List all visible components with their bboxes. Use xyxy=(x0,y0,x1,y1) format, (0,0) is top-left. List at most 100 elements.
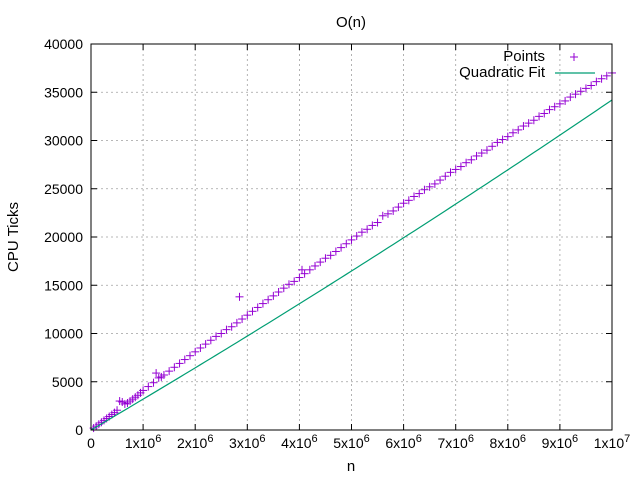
data-point xyxy=(363,225,372,234)
data-point xyxy=(524,119,533,128)
data-point xyxy=(451,165,460,174)
data-point xyxy=(550,102,559,111)
data-point xyxy=(540,109,549,118)
data-point xyxy=(482,146,491,155)
data-point xyxy=(243,311,252,320)
x-tick-label: 6x106 xyxy=(385,433,421,451)
data-point xyxy=(196,343,205,352)
data-point xyxy=(581,84,590,93)
data-point xyxy=(300,269,309,278)
data-point xyxy=(587,81,596,90)
data-point xyxy=(316,258,325,267)
data-point xyxy=(503,132,512,141)
data-point xyxy=(279,284,288,293)
data-point xyxy=(232,318,241,327)
data-point xyxy=(264,295,273,304)
data-point xyxy=(378,211,387,220)
data-point xyxy=(212,332,221,341)
legend-label-quadratic-fit: Quadratic Fit xyxy=(459,64,546,81)
data-point xyxy=(410,192,419,201)
data-point xyxy=(394,203,403,212)
y-tick-labels: 0 5000 10000 15000 20000 25000 30000 35000 40000 xyxy=(44,36,83,438)
data-point xyxy=(331,247,340,256)
x-tick-label: 0 xyxy=(87,435,95,451)
data-point xyxy=(472,151,481,160)
data-point xyxy=(383,209,392,218)
data-point xyxy=(326,251,335,260)
data-point xyxy=(165,367,174,376)
data-point xyxy=(295,273,304,282)
data-point xyxy=(253,303,262,312)
data-point xyxy=(342,239,351,248)
data-point xyxy=(185,351,194,360)
y-tick-label: 0 xyxy=(75,422,83,438)
legend-marker-points xyxy=(570,53,578,61)
data-point xyxy=(217,329,226,338)
data-point xyxy=(545,105,554,114)
data-point xyxy=(529,116,538,125)
data-point xyxy=(441,172,450,181)
data-point xyxy=(206,336,215,345)
data-point xyxy=(144,382,153,391)
data-point xyxy=(274,288,283,297)
x-tick-label: 1x106 xyxy=(125,433,161,451)
data-point xyxy=(602,71,611,80)
y-tick-label: 40000 xyxy=(44,36,83,52)
quadratic-fit-line xyxy=(90,99,613,431)
data-point xyxy=(159,370,168,379)
data-point xyxy=(284,280,293,289)
data-point xyxy=(514,125,523,134)
points-series xyxy=(89,68,616,433)
data-point xyxy=(170,363,179,372)
data-point xyxy=(347,235,356,244)
data-point xyxy=(456,162,465,171)
data-point xyxy=(357,228,366,237)
y-tick-label: 30000 xyxy=(44,133,83,149)
data-point xyxy=(592,77,601,86)
data-point xyxy=(337,243,346,252)
data-point xyxy=(222,325,231,334)
data-point xyxy=(227,322,236,331)
data-point xyxy=(180,355,189,364)
data-point xyxy=(555,99,564,108)
data-point xyxy=(420,185,429,194)
y-tick-label: 5000 xyxy=(52,374,83,390)
data-point xyxy=(389,206,398,215)
data-point xyxy=(248,307,257,316)
data-point xyxy=(519,122,528,131)
data-point xyxy=(139,386,148,395)
data-point xyxy=(321,254,330,263)
data-point xyxy=(201,340,210,349)
data-point xyxy=(175,359,184,368)
data-point xyxy=(498,135,507,144)
y-tick-label: 35000 xyxy=(44,84,83,100)
data-point xyxy=(597,74,606,83)
data-point xyxy=(462,158,471,167)
data-point xyxy=(509,128,518,137)
data-point xyxy=(290,277,299,286)
tick-marks xyxy=(90,43,613,431)
x-tick-label: 3x106 xyxy=(229,433,265,451)
data-point xyxy=(571,90,580,99)
data-point xyxy=(576,87,585,96)
data-point xyxy=(311,261,320,270)
x-tick-label: 2x106 xyxy=(177,433,213,451)
x-tick-label: 9x106 xyxy=(542,433,578,451)
data-point xyxy=(477,149,486,158)
data-point xyxy=(561,96,570,105)
data-point xyxy=(352,232,361,241)
x-tick-label: 1x107 xyxy=(594,433,630,451)
data-point xyxy=(373,218,382,227)
data-point xyxy=(446,168,455,177)
x-axis-label: n xyxy=(347,458,355,475)
data-point xyxy=(404,196,413,205)
y-tick-label: 25000 xyxy=(44,181,83,197)
x-tick-label: 4x106 xyxy=(281,433,317,451)
x-tick-label: 5x106 xyxy=(333,433,369,451)
y-tick-label: 10000 xyxy=(44,326,83,342)
data-point xyxy=(415,189,424,198)
data-point xyxy=(566,93,575,102)
data-point xyxy=(430,179,439,188)
data-point xyxy=(436,176,445,185)
